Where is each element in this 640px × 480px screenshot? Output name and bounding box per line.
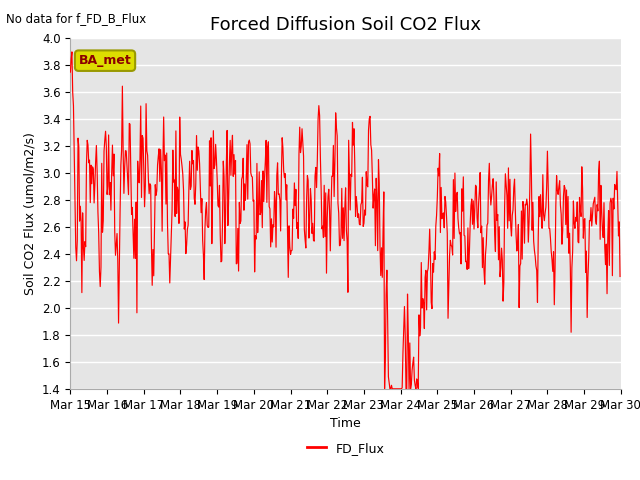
Y-axis label: Soil CO2 Flux (umol/m2/s): Soil CO2 Flux (umol/m2/s) [24,132,36,295]
Legend: FD_Flux: FD_Flux [302,437,389,460]
Text: BA_met: BA_met [79,54,131,67]
Title: Forced Diffusion Soil CO2 Flux: Forced Diffusion Soil CO2 Flux [210,16,481,34]
Text: No data for f_FD_B_Flux: No data for f_FD_B_Flux [6,12,147,25]
X-axis label: Time: Time [330,417,361,430]
